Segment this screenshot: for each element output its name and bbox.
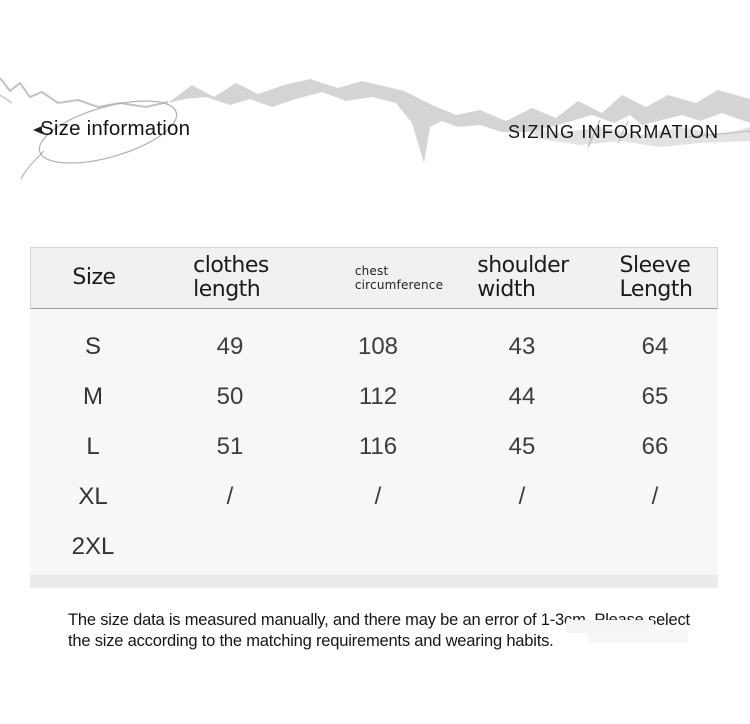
cell-sleeve: 66 bbox=[641, 433, 669, 460]
size-note: The size data is measured manually, and … bbox=[68, 610, 708, 651]
size-note-line1: The size data is measured manually, and … bbox=[68, 611, 690, 629]
cell-clothes-length: 49 bbox=[216, 333, 244, 360]
table-row-2xl: 2XL bbox=[30, 522, 718, 572]
col-header-chest-line2: circumference bbox=[354, 278, 444, 292]
cell-size: M bbox=[83, 383, 103, 410]
table-row-l: L 51 116 45 66 bbox=[30, 422, 718, 472]
cell-sleeve: / bbox=[651, 483, 659, 510]
page-title-right: SIZING INFORMATION bbox=[508, 122, 720, 142]
cell-clothes-length: 50 bbox=[216, 383, 244, 410]
cell-shoulder: / bbox=[518, 483, 526, 510]
col-header-clothes-length-line2: length bbox=[193, 277, 261, 302]
col-header-sleeve-line2: Length bbox=[619, 277, 693, 302]
col-header-chest-circumference: chest circumference bbox=[305, 264, 453, 292]
table-body: S 49 108 43 64 M 50 112 44 65 L 51 116 4… bbox=[30, 309, 718, 588]
cell-sleeve: 64 bbox=[641, 333, 669, 360]
col-header-shoulder-width: shoulder width bbox=[453, 254, 593, 302]
table-row-m: M 50 112 44 65 bbox=[30, 372, 718, 422]
col-header-clothes-length: clothes length bbox=[157, 254, 305, 302]
col-header-shoulder-line1: shoulder bbox=[477, 253, 569, 278]
col-header-chest-line1: chest bbox=[354, 264, 389, 278]
cell-size: L bbox=[86, 433, 100, 460]
cell-shoulder: 45 bbox=[508, 433, 536, 460]
cell-clothes-length: 51 bbox=[216, 433, 244, 460]
col-header-size-label: Size bbox=[72, 265, 116, 290]
size-table: Size clothes length chest circumference … bbox=[30, 247, 718, 588]
cell-size: XL bbox=[78, 483, 108, 510]
cell-chest: 112 bbox=[358, 383, 398, 410]
watermark-smudge bbox=[566, 620, 654, 633]
cell-size: S bbox=[84, 333, 101, 360]
size-note-line2: the size according to the matching requi… bbox=[68, 631, 554, 650]
col-header-size: Size bbox=[31, 266, 157, 290]
cell-sleeve: 65 bbox=[641, 383, 669, 410]
cell-chest: / bbox=[374, 483, 382, 510]
cell-shoulder: 44 bbox=[508, 383, 536, 410]
watermark-smudge bbox=[588, 630, 688, 643]
table-row-s: S 49 108 43 64 bbox=[30, 322, 718, 372]
cell-shoulder: 43 bbox=[508, 333, 536, 360]
col-header-clothes-length-line1: clothes bbox=[193, 253, 269, 278]
table-row-xl: XL / / / / bbox=[30, 472, 718, 522]
table-header-row: Size clothes length chest circumference … bbox=[30, 247, 718, 309]
page-title-left: Size information bbox=[40, 117, 191, 140]
cell-size: 2XL bbox=[71, 533, 115, 560]
cell-clothes-length: / bbox=[226, 483, 234, 510]
cell-chest: 116 bbox=[358, 433, 398, 460]
cell-chest: 108 bbox=[357, 333, 399, 360]
col-header-sleeve-length: Sleeve Length bbox=[593, 254, 719, 302]
col-header-shoulder-line2: width bbox=[477, 277, 536, 302]
col-header-sleeve-line1: Sleeve bbox=[619, 253, 691, 278]
arrow-icon bbox=[33, 126, 42, 134]
